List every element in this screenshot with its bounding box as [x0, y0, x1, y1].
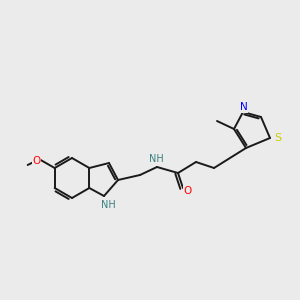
Text: O: O — [184, 186, 192, 196]
Text: O: O — [33, 156, 41, 166]
Text: S: S — [274, 133, 282, 143]
Text: NH: NH — [100, 200, 116, 210]
Text: N: N — [240, 102, 248, 112]
Text: NH: NH — [148, 154, 164, 164]
